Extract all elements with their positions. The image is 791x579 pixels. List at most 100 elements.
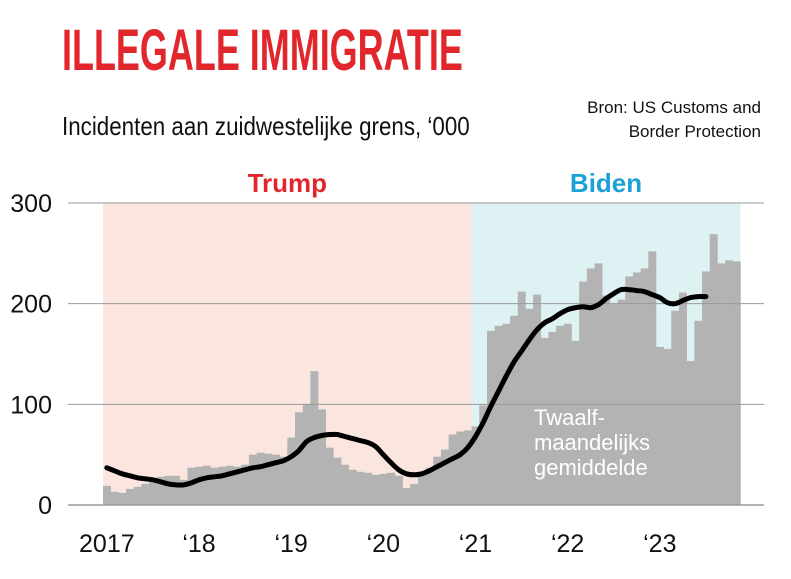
period-label-biden: Biden: [570, 168, 642, 198]
bar-2019-11: [364, 472, 373, 505]
bar-2023-07: [702, 271, 711, 505]
bar-2017-08: [156, 476, 165, 505]
bar-2018-08: [248, 454, 257, 505]
bar-2020-07: [425, 467, 434, 505]
bar-2022-01: [563, 323, 572, 505]
y-tick-label-300: 300: [10, 190, 52, 218]
x-axis-ticks: 2017 ‘18 ‘19 ‘20 ‘21 ‘22 ‘23: [79, 530, 676, 558]
rolling-average-path: [104, 286, 709, 488]
bar-2020-10: [448, 434, 457, 505]
rolling-average-line: [104, 286, 709, 488]
bar-2019-09: [348, 469, 357, 505]
bar-2020-11: [456, 431, 465, 505]
x-tick-label-5: ‘22: [551, 530, 584, 558]
y-tick-label-100: 100: [10, 391, 52, 419]
bar-2018-01: [195, 466, 204, 505]
bar-2022-10: [632, 272, 641, 505]
bar-2023-11: [732, 261, 741, 505]
bar-2019-08: [341, 464, 350, 505]
bar-2023-06: [694, 320, 703, 505]
bar-2019-05: [318, 409, 327, 505]
bar-2022-03: [579, 281, 588, 505]
bar-2018-06: [233, 466, 242, 505]
chart-subtitle: Incidenten aan zuidwestelijke grens, ‘00…: [62, 111, 470, 141]
bar-2022-06: [602, 295, 611, 505]
bar-2019-10: [356, 471, 365, 505]
y-axis-ticks: 0 100 200 300: [10, 190, 52, 520]
source-note: Bron: US Customs and Border Protection: [587, 96, 761, 144]
bar-2018-02: [202, 465, 211, 505]
bar-2018-07: [241, 464, 250, 505]
bar-2019-01: [287, 437, 296, 505]
bar-2018-05: [225, 465, 234, 505]
bar-2018-04: [218, 466, 227, 505]
x-tick-label-3: ‘20: [367, 530, 400, 558]
bar-2021-11: [548, 331, 557, 505]
bar-2018-12: [279, 456, 288, 505]
bar-2020-09: [440, 449, 449, 505]
bar-2017-10: [172, 475, 181, 505]
bar-2017-01: [103, 485, 111, 505]
bar-2020-12: [463, 430, 472, 505]
bar-2023-04: [679, 292, 687, 505]
bar-2017-02: [110, 491, 119, 505]
bar-2021-05: [502, 323, 511, 505]
bar-2022-09: [625, 276, 634, 505]
bar-2019-06: [325, 447, 334, 505]
bar-2018-09: [256, 452, 265, 505]
bar-2022-12: [648, 251, 657, 505]
bar-2020-05: [410, 483, 419, 505]
period-labels: Trump Biden: [248, 168, 643, 198]
period-label-trump: Trump: [248, 168, 327, 198]
y-tick-label-200: 200: [10, 291, 52, 319]
bar-2021-07: [517, 291, 526, 505]
bar-2021-02: [479, 405, 488, 505]
bar-2019-12: [371, 474, 380, 505]
x-tick-label-0: 2017: [79, 530, 135, 558]
annotation-line-3: gemiddelde: [534, 455, 648, 480]
bar-2023-10: [725, 260, 734, 505]
bar-2022-11: [640, 268, 649, 505]
bar-2017-03: [118, 492, 127, 505]
bar-2023-03: [671, 310, 680, 505]
x-tick-label-2: ‘19: [274, 530, 307, 558]
bar-2021-12: [556, 325, 565, 505]
bar-2018-11: [271, 454, 280, 505]
bar-2020-04: [402, 487, 411, 505]
bar-2020-06: [417, 473, 426, 505]
annotation-line-1: Twaalf-: [534, 405, 605, 430]
bar-2020-02: [387, 472, 396, 505]
bar-2020-01: [379, 473, 388, 505]
bar-2021-03: [487, 330, 495, 505]
bar-2017-04: [126, 488, 135, 505]
x-tick-label-4: ‘21: [459, 530, 492, 558]
bar-2021-09: [533, 294, 542, 505]
gridlines: [68, 202, 764, 506]
bar-2021-10: [540, 337, 549, 505]
bar-2019-02: [295, 412, 303, 505]
bar-2019-07: [333, 457, 342, 505]
bar-2019-03: [302, 404, 311, 505]
source-line-2: Border Protection: [628, 122, 761, 141]
bar-2017-09: [164, 475, 173, 505]
chart-title: ILLEGALE IMMIGRATIE: [62, 18, 463, 83]
bar-2021-01: [471, 426, 480, 505]
bar-2020-03: [394, 475, 403, 505]
bar-2023-09: [717, 263, 726, 505]
bar-2023-02: [663, 348, 672, 505]
bar-2020-08: [433, 456, 442, 505]
bar-2022-05: [594, 263, 603, 505]
bar-2017-06: [141, 483, 150, 505]
bar-2017-07: [149, 479, 158, 505]
bar-2023-05: [686, 361, 695, 505]
bar-2022-08: [617, 299, 626, 505]
bar-2021-04: [494, 325, 503, 505]
x-tick-label-6: ‘23: [643, 530, 676, 558]
bar-2022-02: [571, 340, 580, 505]
bar-2022-04: [586, 268, 595, 505]
annotation-line-2: maandelijks: [534, 430, 650, 455]
bar-2018-10: [264, 453, 273, 505]
bar-2018-03: [210, 467, 219, 505]
